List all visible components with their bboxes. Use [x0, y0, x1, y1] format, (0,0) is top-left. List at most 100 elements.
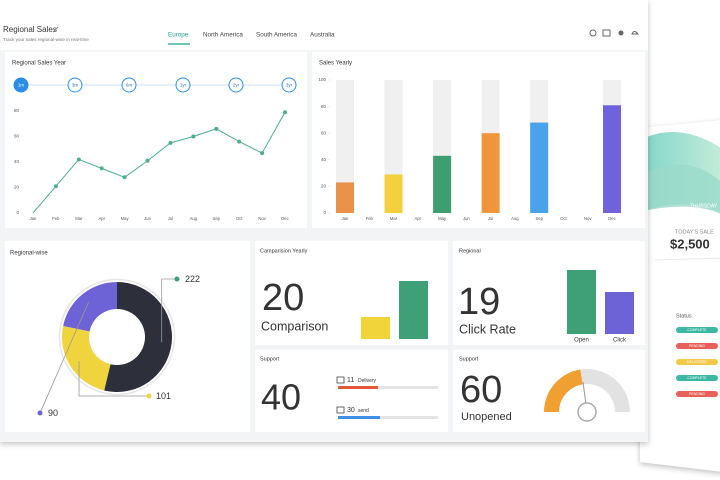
point: [168, 140, 173, 145]
gauge-fill: [544, 369, 583, 412]
bar: [567, 270, 596, 334]
x-tick-label: Jul: [168, 216, 173, 221]
callout-label: 222: [185, 274, 200, 284]
card-title: Support: [459, 356, 479, 362]
point: [283, 110, 287, 115]
line: [32, 112, 286, 214]
range-chip[interactable]: [281, 77, 297, 93]
range-chip[interactable]: [121, 77, 137, 93]
icon[interactable]: [602, 29, 611, 37]
x-tick-label: Nov: [584, 216, 592, 221]
y-tick-label: 80: [14, 108, 20, 113]
callout-dot: [37, 410, 43, 416]
callout-line: [39, 301, 89, 414]
card-title: Regional Sales Year: [12, 61, 66, 67]
y-tick-label: 20: [321, 184, 327, 189]
x-tick-label: Dec: [281, 216, 288, 221]
callout-line: [78, 361, 149, 397]
tab[interactable]: Australia: [310, 32, 335, 39]
card-title: Support: [260, 356, 280, 362]
range-label[interactable]: 1yr: [180, 83, 187, 88]
point: [99, 166, 104, 171]
card-title: Sales Yearly: [319, 61, 352, 67]
bar: [399, 281, 428, 339]
range-label[interactable]: 6m: [126, 83, 133, 88]
icon[interactable]: [589, 29, 597, 37]
big-label: Comparison: [261, 319, 328, 333]
row-label: send: [358, 408, 369, 414]
progress-fill: [338, 386, 378, 389]
tab[interactable]: Europe: [168, 32, 189, 39]
point: [122, 175, 127, 180]
amount: $2,500: [670, 236, 710, 251]
x-tick-label: Apr: [415, 216, 422, 221]
range-label[interactable]: 2yr: [233, 83, 240, 88]
bar: [433, 155, 452, 213]
y-tick-label: 20: [14, 185, 20, 190]
range-chip[interactable]: [67, 77, 83, 93]
big-label: Unopened: [461, 411, 512, 423]
big-label: Click Rate: [459, 322, 516, 336]
x-tick-label: Aug: [511, 216, 519, 221]
bar: [605, 292, 634, 334]
big-number: 40: [261, 377, 301, 418]
x-tick-label: Sep: [535, 216, 543, 221]
y-tick-label: 40: [321, 157, 327, 162]
progress-fill: [338, 416, 380, 419]
range-label[interactable]: 3yr: [286, 83, 293, 88]
row-icon: [336, 406, 345, 414]
x-tick-label: Dec: [608, 216, 615, 221]
bar-label: Open: [574, 338, 589, 344]
x-tick-label: Oct: [236, 216, 243, 221]
callout-label: 90: [48, 408, 58, 418]
bar: [530, 122, 549, 213]
x-tick-label: May: [438, 216, 447, 221]
range-chip[interactable]: [13, 77, 29, 93]
callout-dot: [146, 393, 152, 399]
point: [260, 151, 265, 156]
progress-track: [338, 416, 438, 419]
range-chip[interactable]: [175, 77, 191, 93]
point: [145, 158, 150, 163]
progress-track: [338, 386, 438, 389]
y-tick-label: 80: [321, 104, 327, 109]
x-tick-label: May: [121, 216, 130, 221]
point: [53, 184, 58, 189]
tab[interactable]: South America: [256, 32, 297, 39]
range-label[interactable]: 1m: [18, 83, 25, 88]
card: [5, 52, 307, 228]
edit-icon[interactable]: [52, 26, 59, 33]
big-number: 60: [460, 369, 502, 411]
range-label[interactable]: 3m: [72, 83, 79, 88]
icon[interactable]: [618, 30, 624, 36]
x-tick-label: Apr: [98, 216, 105, 221]
status-pill: [676, 327, 718, 333]
status-pill: [676, 359, 718, 365]
y-tick-label: 40: [14, 159, 20, 164]
header-icons: [589, 29, 640, 37]
point: [191, 134, 196, 139]
bar-track: [336, 80, 354, 213]
point: [76, 157, 81, 162]
x-tick-label: Feb: [52, 216, 60, 221]
point: [237, 139, 242, 144]
big-number: 19: [458, 281, 500, 323]
y-tick-label: 0: [323, 210, 326, 215]
status-title: Status: [676, 313, 692, 319]
callout-dot: [174, 276, 180, 282]
icon[interactable]: [631, 31, 640, 35]
status-pill: [676, 343, 718, 349]
big-number: 20: [262, 277, 304, 319]
bar: [384, 174, 403, 213]
x-tick-label: Oct: [560, 216, 567, 221]
x-tick-label: Jan: [30, 216, 37, 221]
range-chip[interactable]: [228, 77, 244, 93]
bar: [361, 317, 390, 339]
backdrop-card: [640, 120, 720, 472]
x-tick-label: Jul: [488, 216, 493, 221]
status-pill: [676, 375, 718, 381]
gauge-hub: [577, 402, 597, 422]
tab[interactable]: North America: [203, 32, 243, 39]
x-tick-label: Jun: [463, 216, 470, 221]
x-tick-label: Jun: [144, 216, 151, 221]
